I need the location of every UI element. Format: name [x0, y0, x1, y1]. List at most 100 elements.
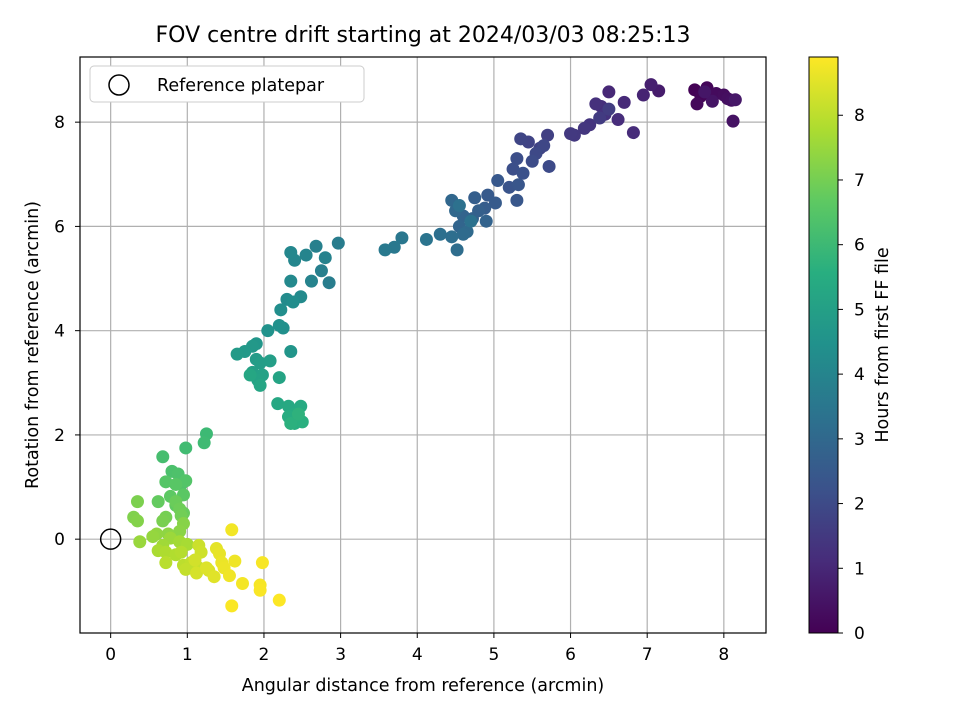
data-point [626, 126, 640, 140]
data-point [299, 248, 313, 262]
x-tick-label: 5 [488, 645, 499, 665]
data-point [228, 554, 242, 568]
reference-marker [99, 528, 122, 550]
data-point [179, 441, 193, 455]
data-point [468, 191, 482, 205]
data-point [419, 232, 433, 246]
x-tick-label: 7 [642, 645, 653, 665]
data-point [322, 276, 336, 290]
data-point [456, 227, 470, 241]
colorbar-tick-label: 6 [854, 236, 865, 256]
data-point [255, 556, 269, 570]
data-point [159, 545, 173, 559]
data-point [491, 174, 505, 188]
data-point [514, 132, 528, 146]
data-point [291, 407, 305, 421]
data-point [146, 530, 160, 544]
data-point [464, 214, 478, 228]
data-point [225, 523, 239, 537]
data-point [199, 561, 213, 575]
data-point [479, 214, 493, 228]
data-point [222, 569, 236, 583]
data-point [151, 495, 165, 509]
data-point [159, 475, 173, 489]
data-point [510, 152, 524, 166]
y-axis-ticks: 0 2 4 6 8 [54, 113, 80, 550]
plot-frame [79, 56, 767, 634]
data-point [314, 264, 328, 278]
data-point [253, 378, 267, 392]
legend: Reference platepar [89, 65, 365, 103]
data-point [243, 368, 257, 382]
data-point [179, 474, 193, 488]
y-tick-label: 8 [54, 113, 65, 133]
data-point [173, 524, 187, 538]
x-tick-label: 4 [412, 645, 423, 665]
grid-lines [80, 57, 766, 633]
data-point [602, 102, 616, 116]
data-point [272, 593, 286, 607]
data-point [636, 88, 650, 102]
colorbar-label: Hours from first FF file [873, 247, 893, 442]
data-point [593, 111, 607, 125]
data-point [179, 562, 193, 576]
colorbar-tick-label: 2 [854, 495, 865, 515]
x-tick-label: 3 [335, 645, 346, 665]
data-point [130, 495, 144, 509]
x-axis-label: Angular distance from reference (arcmin) [242, 676, 605, 696]
data-point [133, 535, 147, 549]
data-point [705, 94, 719, 108]
data-point [511, 178, 525, 192]
data-point [230, 347, 244, 361]
data-point [450, 243, 464, 257]
x-tick-label: 1 [182, 645, 193, 665]
data-point [690, 97, 704, 111]
data-point [188, 553, 202, 567]
data-point [488, 196, 502, 210]
data-point [516, 166, 530, 180]
data-point [271, 397, 285, 411]
data-point [190, 566, 204, 580]
colorbar-tick-label: 7 [854, 171, 865, 191]
y-tick-label: 2 [54, 426, 65, 446]
data-point [284, 345, 298, 359]
reference-platepar-point [99, 528, 122, 550]
data-point [726, 114, 740, 128]
y-tick-label: 4 [54, 322, 65, 342]
x-axis-ticks: 0 1 2 3 4 5 6 7 8 [105, 633, 729, 665]
data-point [395, 231, 409, 245]
data-point [698, 85, 712, 99]
data-point [589, 97, 603, 111]
data-point [272, 371, 286, 385]
data-point [644, 78, 658, 92]
data-points [127, 78, 742, 613]
data-point [611, 113, 625, 127]
data-point [510, 193, 524, 207]
y-axis-label: Rotation from reference (arcmin) [23, 201, 43, 489]
data-point [284, 245, 298, 259]
data-point [169, 477, 183, 491]
colorbar [808, 56, 839, 634]
data-point [284, 274, 298, 288]
data-point [542, 159, 556, 173]
data-point [261, 324, 275, 338]
data-point [284, 416, 298, 430]
data-point [577, 121, 591, 135]
x-tick-label: 2 [259, 645, 270, 665]
y-tick-label: 6 [54, 217, 65, 237]
data-point [617, 95, 631, 109]
data-point [156, 514, 170, 528]
data-point [318, 251, 332, 265]
chart-title: FOV centre drift starting at 2024/03/03 … [156, 23, 691, 48]
data-point [564, 127, 578, 141]
colorbar-tick-label: 1 [854, 559, 865, 579]
data-point [452, 199, 466, 213]
data-point [525, 154, 539, 168]
data-point [174, 545, 188, 559]
colorbar-tick-label: 0 [854, 624, 865, 644]
data-point [331, 236, 345, 250]
data-point [130, 514, 144, 528]
x-tick-label: 6 [565, 645, 576, 665]
